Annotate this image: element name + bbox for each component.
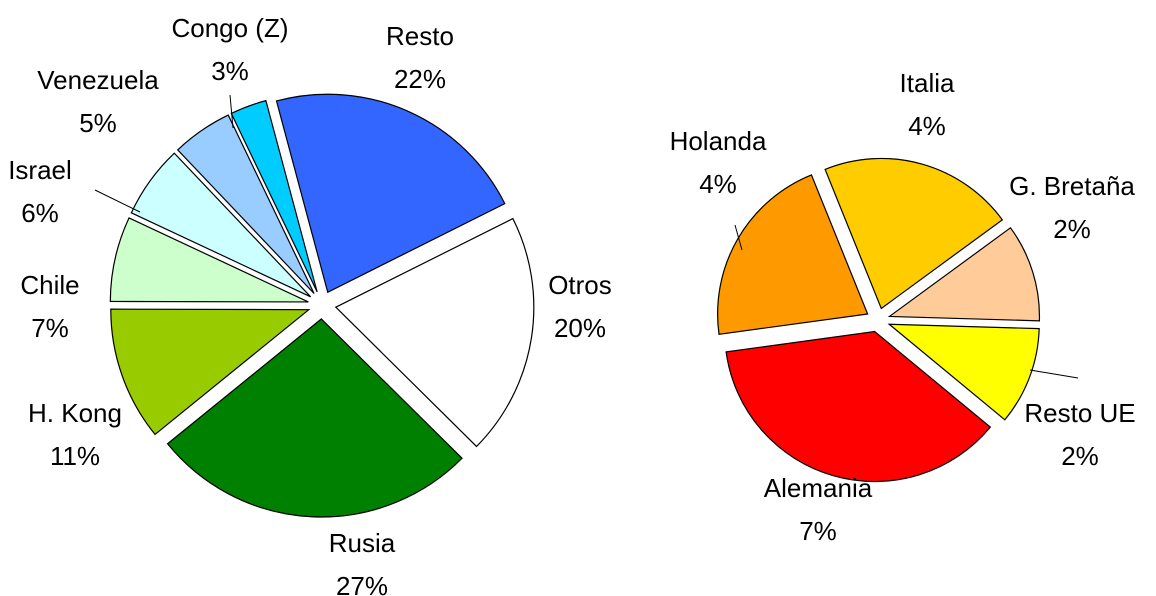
slice-value-label: 7% [31,313,69,343]
slice-label: Chile [20,270,79,300]
slice-value-label: 2% [1053,214,1091,244]
slice-label: Israel [8,155,72,185]
leader-line [94,189,141,213]
slice-value-label: 3% [211,56,249,86]
leader-line [734,224,743,251]
slice-label: Alemania [764,473,873,503]
pie-slice [109,217,309,303]
slice-label: Rusia [329,528,396,558]
slice-label: Otros [548,270,612,300]
slice-value-label: 11% [50,441,100,471]
pie-slice [887,226,1040,322]
slice-label: Resto UE [1024,398,1135,428]
slice-label: Italia [900,68,955,98]
slice-value-label: 4% [908,111,946,141]
slice-label: Congo (Z) [171,13,288,43]
pie-slice [824,157,1004,310]
pie-slice [725,330,992,483]
pie-slice [166,318,463,518]
pie-slice [130,152,312,298]
pie-slice [176,114,315,294]
slice-value-label: 2% [1061,441,1099,471]
pie-slice [887,323,1040,421]
slice-value-label: 4% [699,169,737,199]
slice-value-label: 22% [394,64,446,94]
slice-label: G. Bretaña [1009,171,1135,201]
pie-slice [275,93,506,294]
slice-label: Holanda [670,126,767,156]
slice-label: H. Kong [28,398,122,428]
slice-label: Venezuela [37,65,159,95]
leader-line [1029,369,1079,379]
slice-value-label: 6% [21,198,59,228]
pie-slice [334,217,535,448]
slice-label: Resto [386,21,454,51]
slice-value-label: 27% [336,571,388,596]
pie-slice [110,308,311,436]
slice-value-label: 20% [554,313,606,343]
pie-slice [717,174,869,335]
slice-value-label: 5% [79,108,117,138]
leader-line [229,94,234,129]
slice-value-label: 7% [799,516,837,546]
